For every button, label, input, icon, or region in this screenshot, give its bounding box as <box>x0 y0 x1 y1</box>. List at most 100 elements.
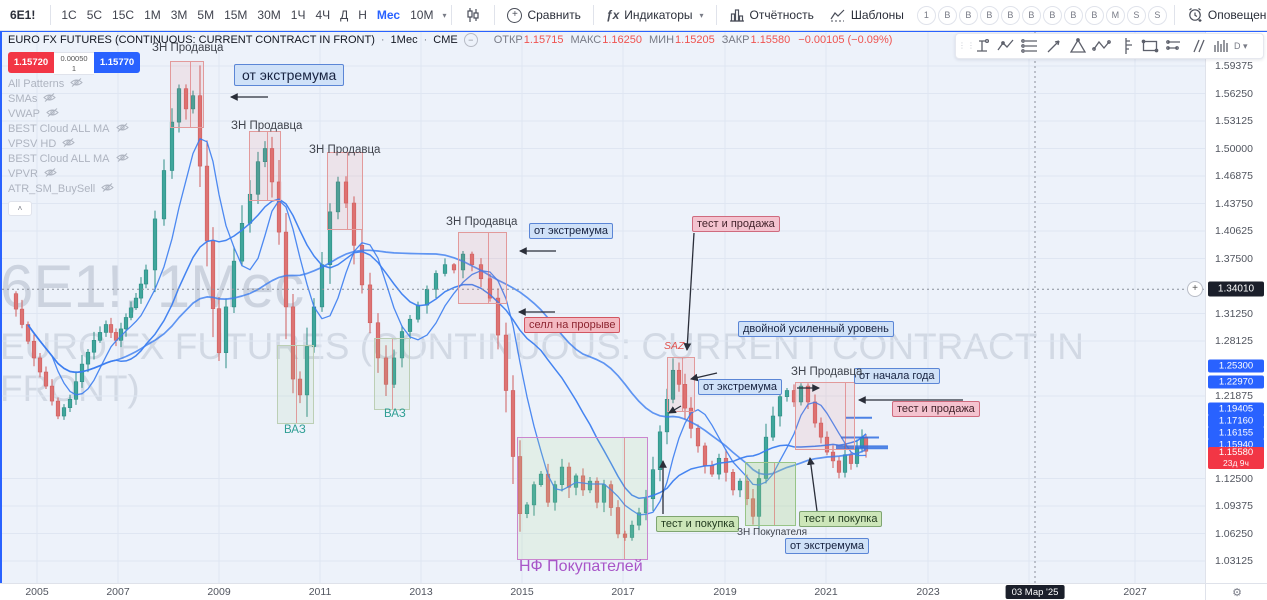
layout-badge[interactable]: В <box>937 5 957 25</box>
timeframe-1Ч[interactable]: 1Ч <box>290 8 306 22</box>
axis-settings-corner[interactable]: ⚙ <box>1205 583 1267 600</box>
layout-badge[interactable]: S <box>1126 5 1146 25</box>
timeframe-3М[interactable]: 3М <box>170 8 188 22</box>
annotation-label[interactable]: селл на прорыве <box>524 317 621 333</box>
volume-profile-tool-icon[interactable] <box>1114 35 1138 57</box>
slash-tool-icon[interactable] <box>1186 35 1210 57</box>
spread-qty-box[interactable]: 0.00050 1 <box>54 52 94 75</box>
annotation-label[interactable]: от начала года <box>854 368 940 384</box>
sell-zone-box[interactable] <box>795 382 855 450</box>
sell-zone-box[interactable] <box>327 152 363 230</box>
eye-off-icon[interactable] <box>115 152 129 166</box>
eye-off-icon[interactable] <box>70 77 83 91</box>
timeframe-15С[interactable]: 15С <box>112 8 135 22</box>
timeframe-1С[interactable]: 1С <box>61 8 77 22</box>
annotation-text[interactable]: ЗН Продавца <box>791 366 863 378</box>
eye-off-icon[interactable] <box>46 107 59 121</box>
drag-handle-icon[interactable]: ⋮⋮ <box>958 40 976 50</box>
nf-zone-box[interactable] <box>517 437 648 560</box>
polyline-tool-icon[interactable] <box>994 35 1018 57</box>
buy-button[interactable]: 1.15770 <box>94 52 140 73</box>
baz-zone-box[interactable] <box>277 345 314 424</box>
indicator-row[interactable]: All Patterns <box>8 76 129 91</box>
annotation-text[interactable]: ВАЗ <box>384 408 406 420</box>
trend-arrow-tool-icon[interactable] <box>1042 35 1066 57</box>
eye-off-icon[interactable] <box>115 122 129 136</box>
buy-zone-box[interactable] <box>745 462 796 526</box>
layout-badge[interactable]: В <box>958 5 978 25</box>
annotation-label[interactable]: тест и продажа <box>692 216 780 232</box>
annotation-label[interactable]: от экстремума <box>785 538 870 554</box>
more-tools-dropdown[interactable]: D ▾ <box>1234 40 1248 51</box>
parallel-rays-tool-icon[interactable] <box>1162 35 1186 57</box>
compare-button[interactable]: + Сравнить <box>500 3 587 27</box>
annotation-label[interactable]: от экстремума <box>529 223 614 239</box>
indicator-row[interactable]: VWAP <box>8 106 129 121</box>
annotation-label[interactable]: от экстремума <box>234 64 345 86</box>
sell-zone-box[interactable] <box>458 232 507 304</box>
timeframe-Н[interactable]: Н <box>358 8 367 22</box>
indicator-row[interactable]: BEST Cloud ALL MA <box>8 151 129 166</box>
annotation-text[interactable]: НФ Покупателей <box>519 558 643 575</box>
layout-badge[interactable]: В <box>1000 5 1020 25</box>
timeframe-10М[interactable]: 10М <box>410 8 434 22</box>
hide-series-icon[interactable]: − <box>463 33 478 47</box>
indicator-row[interactable]: VPSV HD <box>8 136 129 151</box>
eye-off-icon[interactable] <box>44 167 57 181</box>
annotation-text[interactable]: ЗН Продавца <box>231 120 303 132</box>
price-axis[interactable]: 1.59375 1.56250 1.53125 1.50000 1.46875 1.437… <box>1187 30 1267 583</box>
sell-button[interactable]: 1.15720 <box>8 52 54 73</box>
timeframe-15М[interactable]: 15М <box>224 8 248 22</box>
annotation-text[interactable]: ЗН Продавца <box>446 216 518 228</box>
annotation-label[interactable]: тест и продажа <box>892 401 980 417</box>
sell-zone-box[interactable] <box>667 357 695 412</box>
horizontal-rays-tool-icon[interactable] <box>1018 35 1042 57</box>
alerts-button[interactable]: Оповещения <box>1180 3 1267 27</box>
timeframe-4Ч[interactable]: 4Ч <box>315 8 331 22</box>
baz-zone-box[interactable] <box>374 338 410 410</box>
layout-badge[interactable]: В <box>1063 5 1083 25</box>
chart-style-button[interactable] <box>457 3 489 27</box>
annotation-text[interactable]: SAZ <box>664 340 685 352</box>
annotation-text[interactable]: ЗН Продавца <box>152 42 224 54</box>
layout-badge[interactable]: М <box>1105 5 1125 25</box>
chart-legend[interactable]: EURO FX FUTURES (CONTINUOUS: CURRENT CON… <box>8 33 892 47</box>
rectangle-tool-icon[interactable] <box>1138 35 1162 57</box>
reporting-button[interactable]: Отчётность <box>722 3 821 27</box>
sell-zone-box[interactable] <box>249 131 281 201</box>
triangle-pattern-tool-icon[interactable] <box>1066 35 1090 57</box>
annotation-label[interactable]: двойной усиленный уровень <box>738 321 894 337</box>
layout-badge[interactable]: 1 <box>916 5 936 25</box>
annotation-text[interactable]: ВАЗ <box>284 424 306 436</box>
timeframe-5С[interactable]: 5С <box>86 8 103 22</box>
zigzag-tool-icon[interactable] <box>1090 35 1114 57</box>
timeframe-1М[interactable]: 1М <box>144 8 161 22</box>
annotation-label[interactable]: тест и покупка <box>656 516 740 532</box>
timeframe-30М[interactable]: 30М <box>257 8 281 22</box>
time-axis[interactable]: 2005 2007 2009 2011 2013 2015 2017 2019 2021 2023… <box>0 583 1205 600</box>
annotation-text[interactable]: ЗН Покупателя <box>737 527 807 538</box>
eye-off-icon[interactable] <box>43 92 57 106</box>
indicator-row[interactable]: SMAs <box>8 91 129 106</box>
layout-badge[interactable]: В <box>1042 5 1062 25</box>
collapse-legend-button[interactable]: ˄ <box>8 201 32 216</box>
layout-badge[interactable]: В <box>1084 5 1104 25</box>
annotation-label[interactable]: тест и покупка <box>799 511 883 527</box>
annotation-text[interactable]: ЗН Продавца <box>309 144 381 156</box>
timeframe-Д[interactable]: Д <box>340 8 349 22</box>
eye-off-icon[interactable] <box>62 137 76 151</box>
indicators-button[interactable]: ƒx Индикаторы ▾ <box>599 3 711 27</box>
layout-badge[interactable]: В <box>1021 5 1041 25</box>
add-alert-plus-icon[interactable]: + <box>1187 281 1203 297</box>
measure-tool-icon[interactable] <box>970 35 994 57</box>
annotation-label[interactable]: от экстремума <box>698 379 783 395</box>
timeframe-5М[interactable]: 5М <box>197 8 215 22</box>
layout-badge[interactable]: S <box>1147 5 1167 25</box>
layout-badge[interactable]: В <box>979 5 999 25</box>
indicator-row[interactable]: BEST Cloud ALL MA <box>8 121 129 136</box>
timeframe-Мес[interactable]: Мес <box>376 8 401 22</box>
indicator-row[interactable]: ATR_SM_BuySell <box>8 181 129 196</box>
symbol-button[interactable]: 6E1! <box>0 3 45 27</box>
eye-off-icon[interactable] <box>101 182 114 196</box>
bars-pattern-tool-icon[interactable] <box>1210 35 1234 57</box>
